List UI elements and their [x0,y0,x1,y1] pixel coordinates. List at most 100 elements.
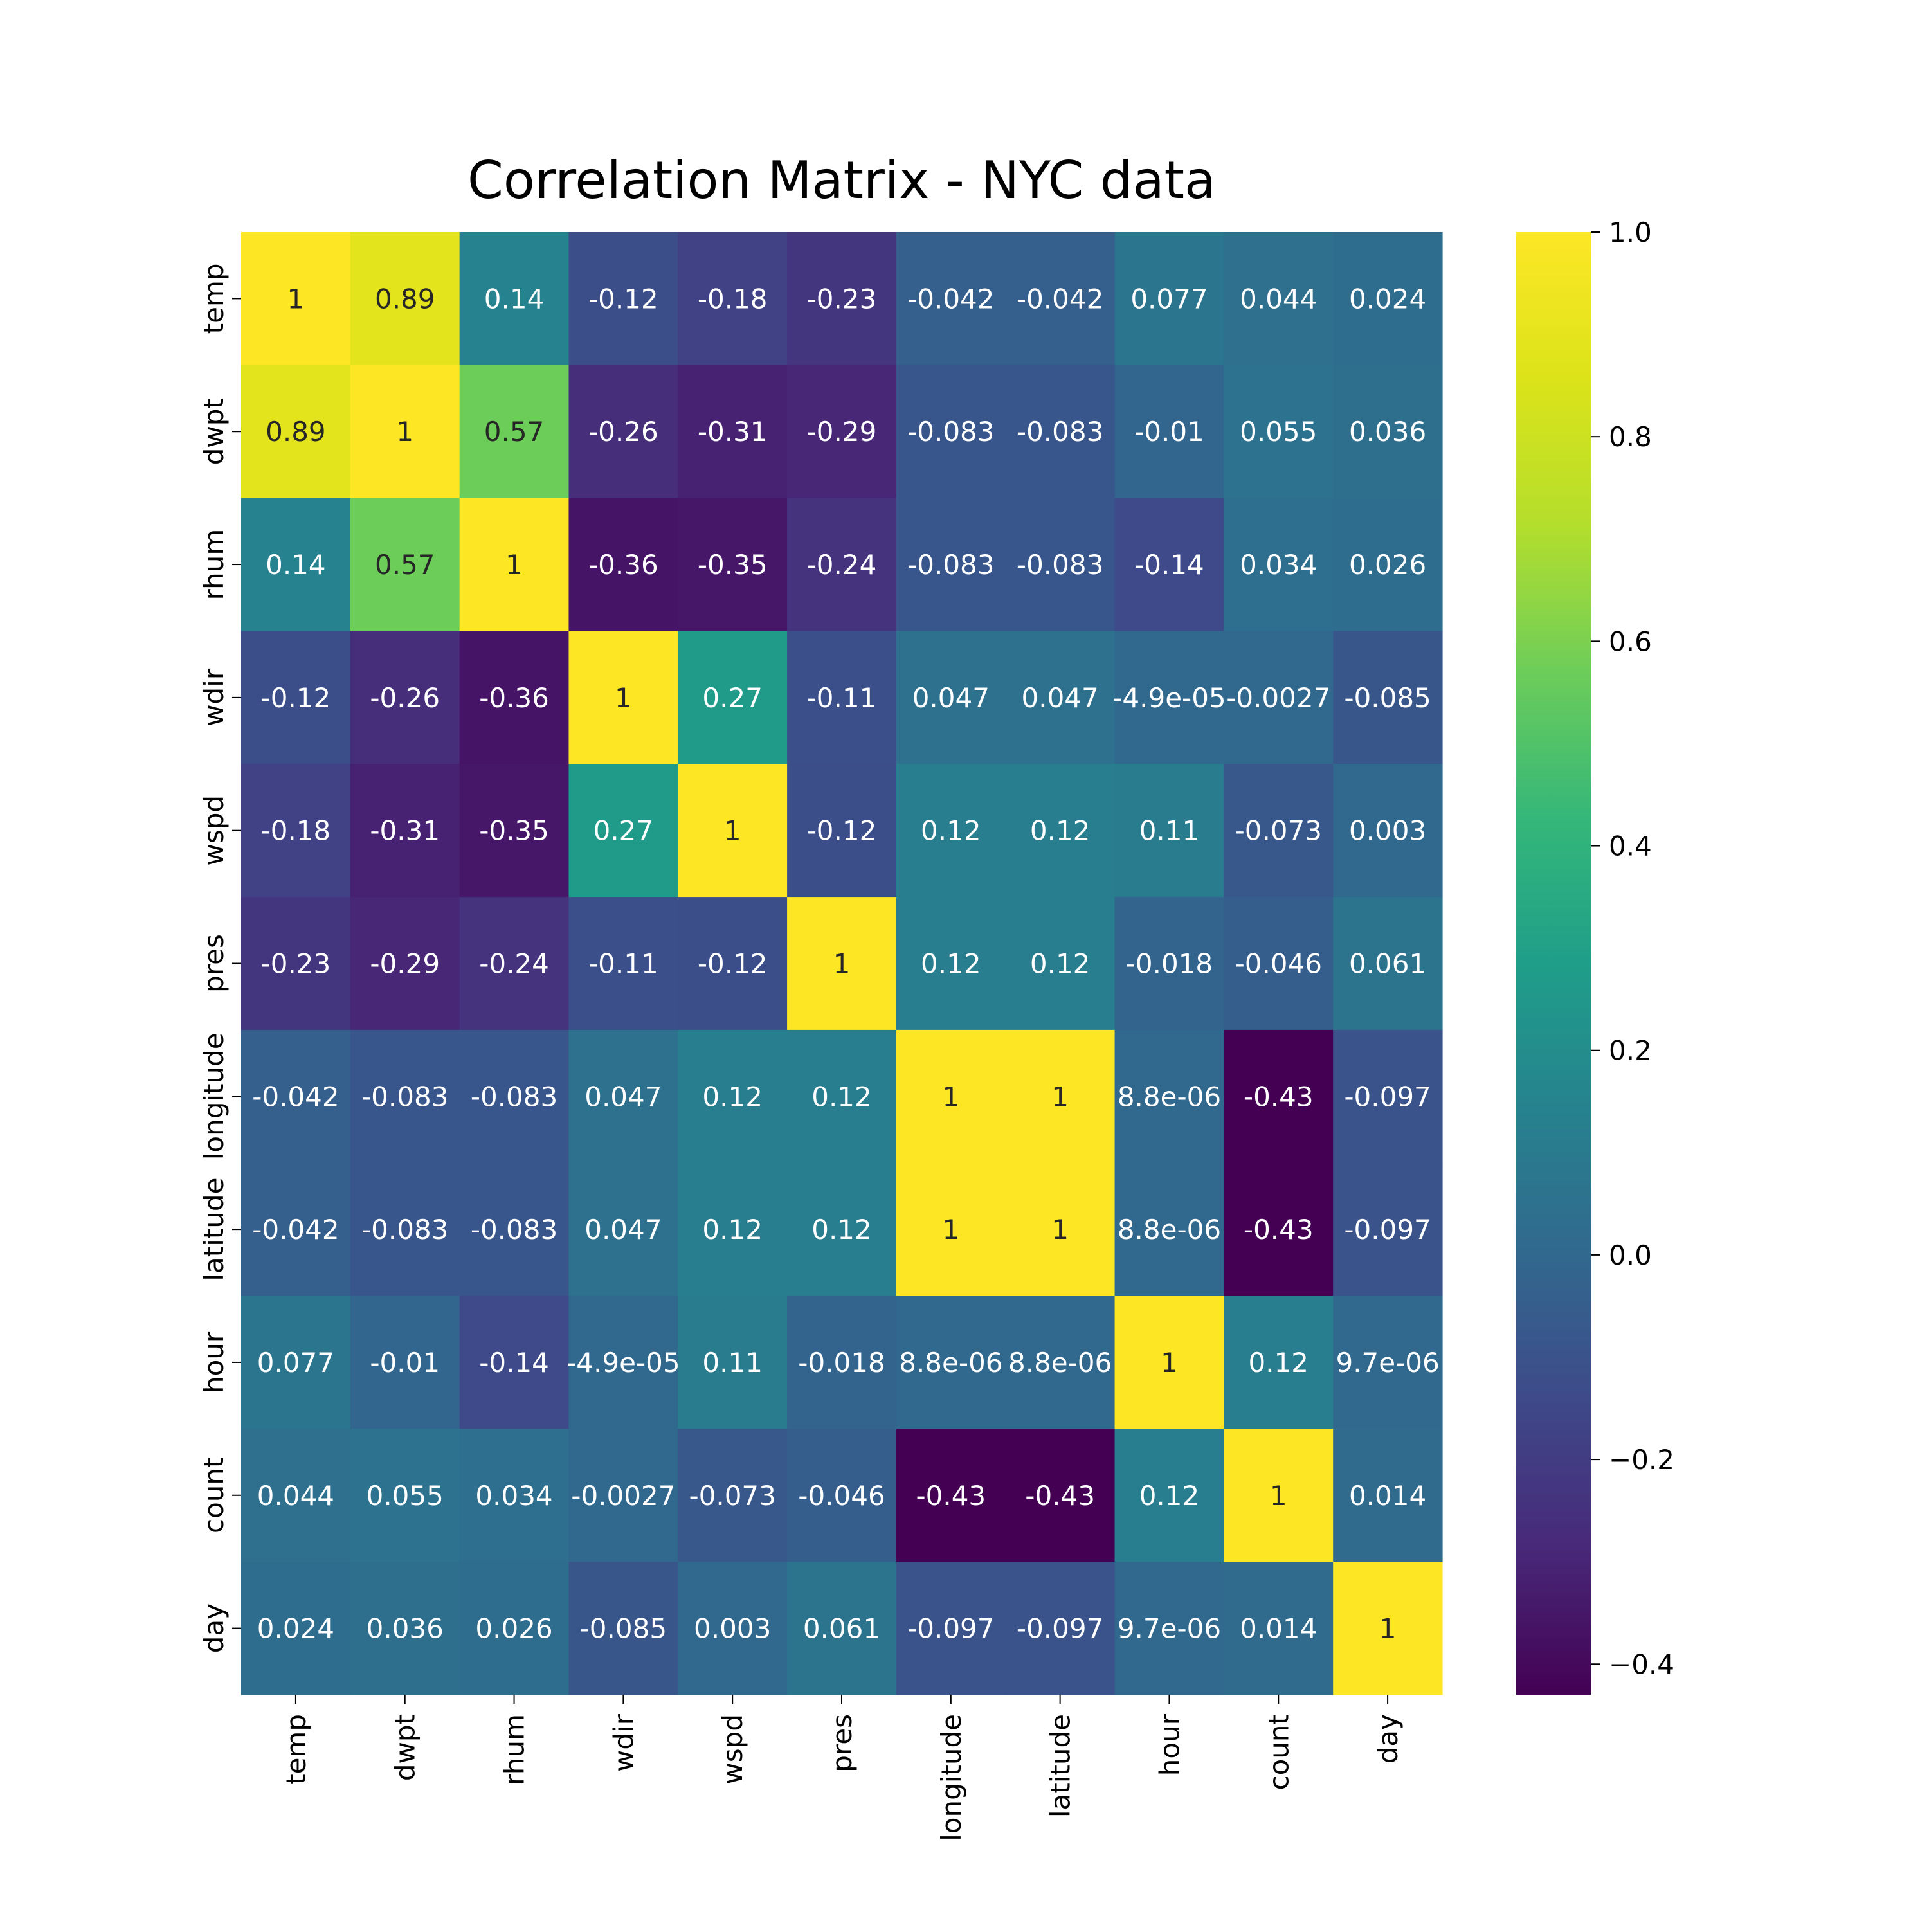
cell-value-label: 0.077 [257,1347,334,1378]
heatmap-cell [350,1429,460,1562]
cell-value-label: -0.12 [261,682,331,714]
heatmap-cell [678,232,788,366]
heatmap-cell [1005,1562,1116,1695]
heatmap-cell [678,764,788,898]
cell-value-label: 0.12 [1030,815,1091,847]
cell-value-label: -0.083 [471,1214,557,1245]
cell-value-label: -0.097 [1017,1613,1103,1645]
cell-value-label: 0.11 [702,1347,763,1378]
cell-value-label: -0.36 [479,682,549,714]
heatmap-cell [896,764,1006,898]
x-tick-label: dwpt [390,1714,421,1781]
x-tick-label: temp [280,1714,312,1785]
x-tick-label: count [1263,1714,1294,1791]
heatmap-cell [678,1429,788,1562]
heatmap-cell [568,1029,678,1164]
cell-value-label: 0.047 [1022,682,1099,714]
heatmap-cell [350,1029,460,1164]
heatmap-cell [1114,764,1224,898]
heatmap-cell [568,232,678,366]
cell-value-label: 0.12 [921,815,981,847]
cell-value-label: -0.083 [471,1081,557,1112]
cell-value-label: 1 [1161,1347,1178,1378]
heatmap-cell [1005,631,1116,764]
cell-value-label: -0.12 [588,283,658,314]
heatmap-cell [1333,631,1443,764]
y-axis: temp dwpt rhum wdir wspd pres longitude latitud… [198,263,241,1653]
cell-value-label: 0.12 [1139,1480,1200,1512]
cell-value-label: 0.036 [1349,416,1426,447]
heatmap-cell [787,897,897,1031]
cell-value-label: -0.43 [1025,1480,1095,1512]
cell-value-label: 1 [942,1081,959,1112]
cell-value-label: 0.077 [1130,283,1208,314]
heatmap-cell [459,1162,570,1297]
y-tick-label: wdir [198,668,230,727]
cell-value-label: 0.12 [1030,948,1091,980]
cell-value-label: -0.31 [698,416,768,447]
cell-value-label: 0.014 [1240,1613,1317,1645]
cell-value-label: 0.12 [811,1081,872,1112]
cell-value-label: -0.14 [479,1347,549,1378]
heatmap-cell [896,1029,1006,1164]
cell-value-label: -0.083 [907,549,994,581]
heatmap-cell [568,1162,678,1297]
heatmap-cell [459,631,570,764]
cell-value-label: 1 [615,682,632,714]
cell-value-label: -0.29 [807,416,877,447]
heatmap-cell [787,1029,897,1164]
cell-value-label: -0.24 [479,948,549,980]
cell-value-label: 0.27 [702,682,763,714]
heatmap-cell [241,232,351,366]
colorbar-gradient [1516,232,1591,1695]
cell-value-label: -0.35 [479,815,549,847]
heatmap-cell [787,365,897,499]
colorbar-tick-label: 0.8 [1609,421,1652,453]
heatmap-cell [568,764,678,898]
cell-value-label: 0.57 [375,549,435,581]
heatmap-cell [459,897,570,1031]
heatmap-cell [1224,232,1334,366]
heatmap-cell [241,1296,351,1429]
heatmap-cell [678,365,788,499]
cell-value-label: 0.047 [584,1214,662,1245]
heatmap-cell [1114,1162,1224,1297]
x-tick-label: wdir [608,1713,639,1772]
heatmap-cell [678,1162,788,1297]
cell-value-label: 0.12 [811,1214,872,1245]
chart-title: Correlation Matrix - NYC data [467,150,1216,210]
heatmap-cell [787,498,897,632]
heatmap-cell [1224,897,1334,1031]
cell-value-label: -0.23 [261,948,331,980]
heatmap-cell [459,1562,570,1695]
y-tick-label: longitude [198,1033,230,1160]
heatmap-cell [678,1029,788,1164]
cell-value-label: 8.8e-06 [1118,1081,1221,1112]
heatmap-cell [459,1429,570,1562]
heatmap-cell [1224,498,1334,632]
cell-value-label: -0.083 [361,1214,448,1245]
heatmap-cell [1005,764,1116,898]
cell-value-label: -0.0027 [1226,682,1330,714]
heatmap-cell [1333,498,1443,632]
cell-value-label: 1 [1270,1480,1287,1512]
cell-value-label: 8.8e-06 [899,1347,1002,1378]
heatmap-cell [241,1029,351,1164]
cell-value-label: -0.085 [1344,682,1431,714]
heatmap-cell [896,631,1006,764]
cell-value-label: -0.073 [689,1480,775,1512]
y-tick-label: count [198,1458,230,1534]
cell-value-label: -0.23 [807,283,877,314]
colorbar: 1.0 0.8 0.6 0.4 0.2 0.0 −0.2 −0.4 [1516,217,1674,1695]
cell-value-label: 0.026 [1349,549,1426,581]
y-tick-label: pres [198,934,230,993]
cell-value-label: 0.036 [367,1613,444,1645]
cell-value-label: -4.9e-05 [1112,682,1226,714]
cell-value-label: 1 [1379,1613,1397,1645]
heatmap-cell [1005,498,1116,632]
heatmap-cell [1333,764,1443,898]
heatmap-cell [896,1162,1006,1297]
cell-value-label: 0.12 [921,948,981,980]
cell-value-label: -0.073 [1235,815,1322,847]
